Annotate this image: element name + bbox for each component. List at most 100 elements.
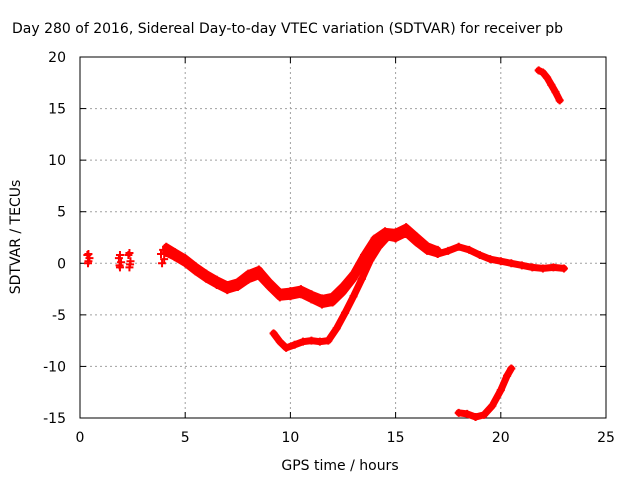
data-point [412,232,421,241]
data-point [463,409,472,418]
data-point [475,251,484,260]
data-point [244,269,253,278]
x-tick-label: 0 [76,430,85,446]
y-tick-label: -5 [52,308,66,324]
data-point [324,336,333,345]
y-tick-label: -15 [43,411,66,427]
data-point [328,292,337,301]
data-point [162,242,171,251]
data-point [307,290,316,299]
data-point [559,264,568,273]
data-point [115,261,124,270]
data-point [534,66,543,75]
data-point [547,80,556,89]
x-tick-label: 15 [387,430,405,446]
data-point [381,227,390,236]
data-point [349,269,358,278]
data-point [290,340,299,349]
data-point [233,277,242,286]
data-point [551,88,560,97]
data-point [471,412,480,421]
data-point [296,285,305,294]
data-point [83,259,92,268]
chart-title: Day 280 of 2016, Sidereal Day-to-day VTE… [12,21,563,37]
data-point [423,241,432,250]
data-point [339,281,347,290]
x-tick-label: 10 [281,430,299,446]
data-point [282,343,291,352]
data-point [315,337,324,346]
series-line [270,228,400,352]
data-point [488,401,497,410]
data-point [307,336,316,345]
data-point [275,337,284,346]
data-point [265,277,274,286]
plot-frame [79,56,607,419]
y-tick-label: -10 [43,359,66,375]
data-point [507,259,516,268]
data-point [366,256,375,265]
data-point [254,265,263,274]
data-point [349,292,358,301]
data-point [538,68,547,77]
data-point [402,223,411,232]
data-point [170,247,179,256]
series-lower-dip-track [269,228,400,352]
data-point [299,337,308,346]
y-tick-label: 0 [57,256,66,272]
data-point [85,254,94,263]
grid [80,57,606,418]
data-point [517,261,526,270]
data-point [126,260,135,269]
data-point [269,329,278,338]
y-tick-label: 5 [57,205,66,221]
x-tick-label: 25 [597,430,615,446]
series-cluster-2.4h [124,248,135,272]
data-point [332,324,341,333]
data-point [444,246,453,255]
series-cluster-1.9h [114,251,126,272]
y-tick-label: 10 [48,153,66,169]
data-point [555,96,564,105]
data-point [286,287,295,296]
data-point [538,264,547,273]
series-top-right-track [534,66,564,105]
series-cluster-0.4h [83,250,94,268]
data-point [160,255,169,264]
data-point [454,242,463,251]
data-point [479,410,488,419]
y-tick-label: 20 [48,50,66,66]
data-point [181,254,190,263]
data-point [341,308,350,317]
data-point [158,259,167,268]
y-axis-label: SDTVAR / TECUs [8,180,24,295]
data-point [383,233,392,242]
data-point [317,294,326,303]
data-point [486,255,495,264]
data-point [507,364,516,373]
data-point [360,251,369,260]
data-point [212,275,221,284]
data-point [465,245,474,254]
data-point [125,248,134,257]
data-point [84,250,93,259]
data-point [496,386,505,395]
y-tick-label: 15 [48,102,66,118]
data-point [191,262,200,271]
data-series [83,66,568,421]
data-point [370,234,379,243]
data-point [202,269,211,278]
x-tick-label: 20 [492,430,510,446]
x-axis-ticks: 0 5 10 15 20 25 [76,57,615,446]
data-point [496,257,505,266]
data-point [115,251,124,260]
data-point [528,263,537,272]
data-point [433,245,442,254]
x-axis-label: GPS time / hours [281,458,398,474]
data-point [275,288,284,297]
series-bottom-right-track [454,364,516,421]
y-axis-ticks: -15 -10 -5 0 5 10 15 20 [43,50,606,427]
data-point [223,280,232,289]
data-point [374,242,383,251]
